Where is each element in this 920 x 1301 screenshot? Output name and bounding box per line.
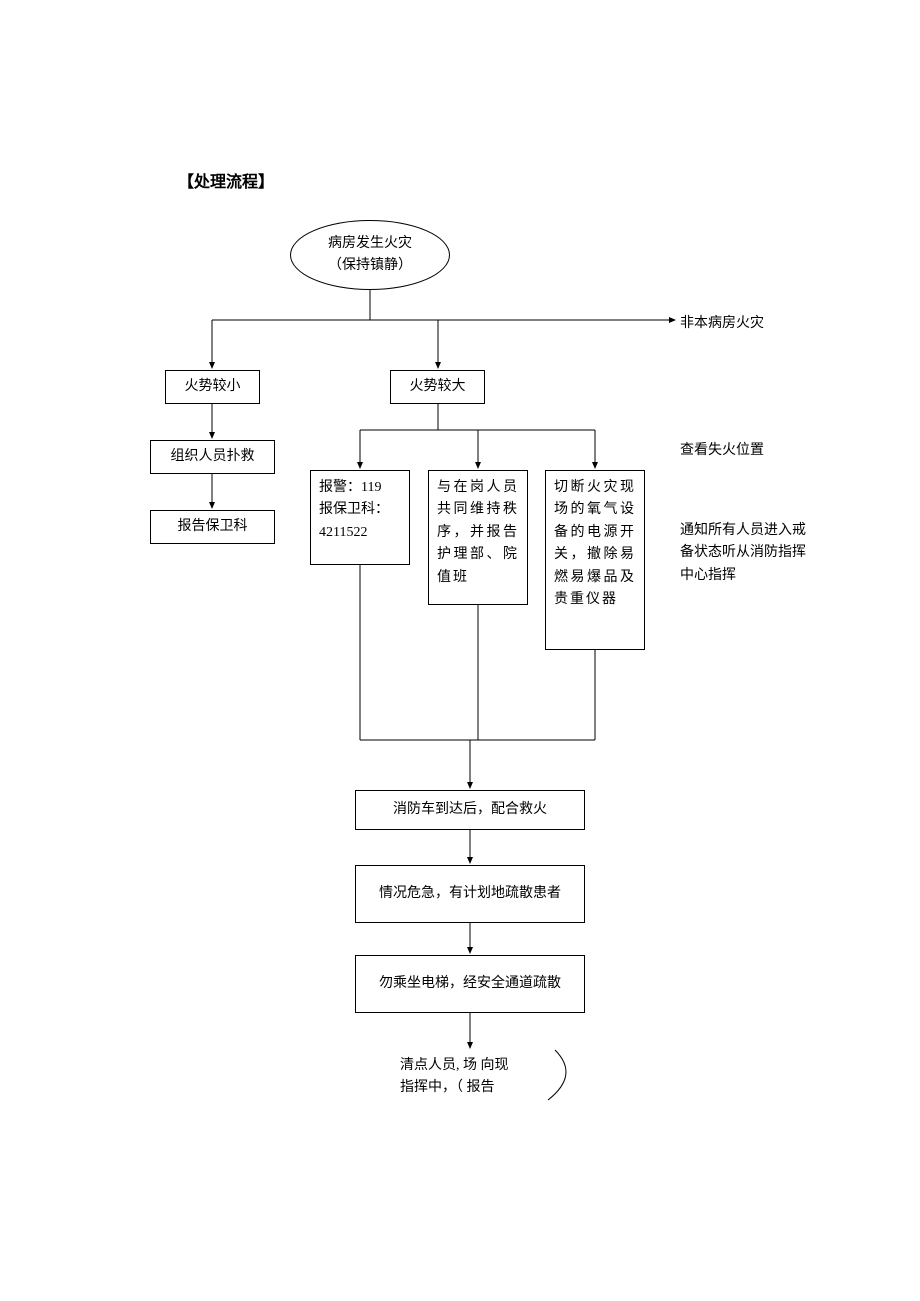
node-no-elevator: 勿乘坐电梯，经安全通道疏散 (355, 955, 585, 1013)
node-terminal: 清点人员, 场 向现 指挥中，（ 报告 (400, 1055, 560, 1100)
node-organize: 组织人员扑救 (150, 440, 275, 474)
label-not-this-ward-text: 非本病房火灾 (680, 316, 764, 331)
flowchart-title: 【处理流程】 (178, 172, 268, 194)
label-notify-all-text: 通知所有人员进入戒备状态听从消防指挥中心指挥 (680, 523, 806, 583)
label-not-this-ward: 非本病房火灾 (680, 313, 764, 335)
node-evacuate: 情况危急，有计划地疏散患者 (355, 865, 585, 923)
label-check-position: 查看失火位置 (680, 440, 764, 462)
node-big-fire: 火势较大 (390, 370, 485, 404)
node-terminal-label: 清点人员, 场 向现 指挥中，（ 报告 (400, 1058, 509, 1095)
title-text: 【处理流程】 (178, 174, 274, 191)
node-maintain-label: 与在岗人员共同维持秩序，并报告护理部、院值班 (437, 477, 519, 589)
node-cooperate-label: 消防车到达后，配合救火 (393, 799, 547, 821)
node-big-fire-label: 火势较大 (410, 376, 466, 398)
flowchart-connectors (0, 0, 920, 1301)
node-alarm: 报警：119 报保卫科： 4211522 (310, 470, 410, 565)
node-organize-label: 组织人员扑救 (171, 446, 255, 468)
node-start-label: 病房发生火灾 （保持镇静） (328, 233, 412, 278)
node-cutoff: 切断火灾现场的氧气设备的电源开关，撤除易燃易爆品及贵重仪器 (545, 470, 645, 650)
node-evacuate-label: 情况危急，有计划地疏散患者 (369, 883, 571, 905)
node-maintain: 与在岗人员共同维持秩序，并报告护理部、院值班 (428, 470, 528, 605)
node-small-fire: 火势较小 (165, 370, 260, 404)
node-report-security: 报告保卫科 (150, 510, 275, 544)
node-small-fire-label: 火势较小 (185, 376, 241, 398)
node-report-security-label: 报告保卫科 (178, 516, 248, 538)
node-alarm-label: 报警：119 报保卫科： 4211522 (319, 477, 389, 544)
label-check-position-text: 查看失火位置 (680, 443, 764, 458)
node-no-elevator-label: 勿乘坐电梯，经安全通道疏散 (369, 973, 571, 995)
node-cooperate: 消防车到达后，配合救火 (355, 790, 585, 830)
node-start: 病房发生火灾 （保持镇静） (290, 220, 450, 290)
node-cutoff-label: 切断火灾现场的氧气设备的电源开关，撤除易燃易爆品及贵重仪器 (554, 477, 636, 611)
label-notify-all: 通知所有人员进入戒备状态听从消防指挥中心指挥 (680, 520, 810, 587)
